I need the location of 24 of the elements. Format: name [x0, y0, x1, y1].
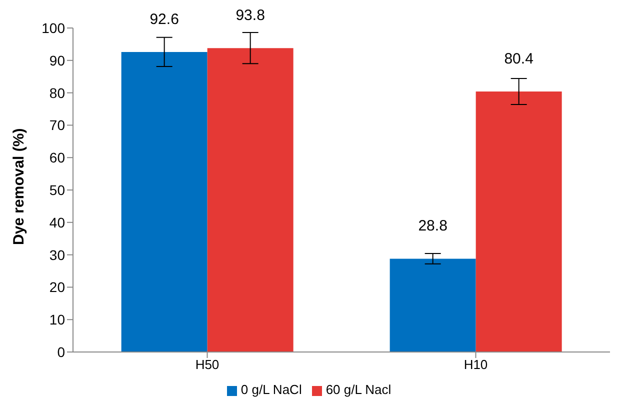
- data-label: 28.8: [418, 218, 448, 235]
- y-tick-label: 50: [49, 182, 66, 198]
- bar: [476, 92, 562, 352]
- x-tick-label: H10: [464, 357, 488, 372]
- y-tick-label: 60: [49, 150, 66, 166]
- y-tick-label: 10: [49, 312, 66, 328]
- bar: [121, 52, 208, 352]
- y-axis-title: Dye removal (%): [10, 128, 28, 245]
- data-label: 92.6: [150, 10, 179, 28]
- x-tick-label: H50: [195, 357, 220, 372]
- y-tick-label: 90: [49, 52, 66, 68]
- y-tick-label: 40: [49, 214, 66, 230]
- y-tick-label: 30: [49, 246, 66, 263]
- y-tick-label: 100: [42, 20, 66, 36]
- legend-label: 0 g/L NaCl: [240, 382, 302, 397]
- y-tick-label: 70: [49, 117, 66, 134]
- data-label: 80.4: [504, 50, 534, 68]
- data-label: 93.8: [236, 7, 265, 24]
- y-tick-label: 20: [49, 279, 66, 296]
- bar: [207, 48, 294, 352]
- legend-label: 60 g/L Nacl: [326, 382, 392, 397]
- y-tick-label: 0: [57, 344, 66, 360]
- bar: [390, 258, 476, 352]
- y-tick-label: 80: [49, 84, 66, 101]
